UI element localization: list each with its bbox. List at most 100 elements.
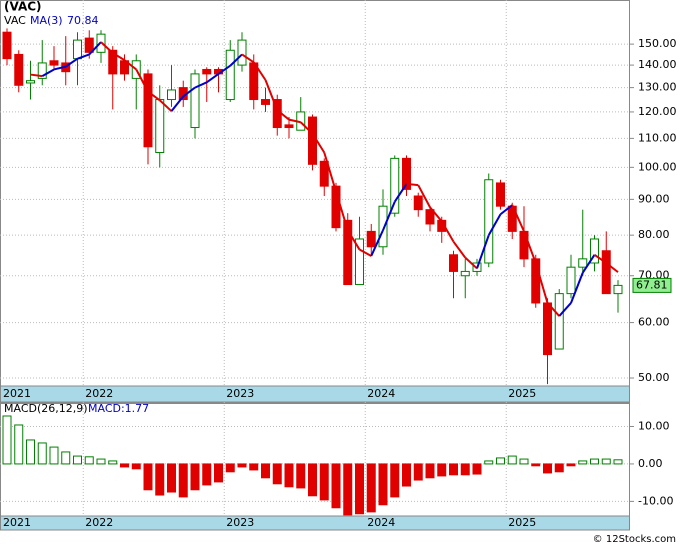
y-tick-label: 100.00 [638, 160, 677, 173]
candle-body [496, 182, 505, 207]
candle-body [355, 238, 364, 286]
ma-segment [217, 64, 231, 75]
y-tick-label: 90.00 [638, 192, 670, 205]
ma-segment [30, 73, 43, 78]
ma-segment [182, 86, 196, 98]
ma-segment [499, 204, 513, 216]
macd-bar [261, 463, 270, 479]
macd-bar [601, 458, 611, 465]
y-tick-label: 50.00 [638, 371, 670, 384]
macd-title: MACD(26,12,9) [4, 402, 88, 415]
x-tick-label: 2025 [508, 516, 536, 529]
macd-bar [390, 463, 400, 498]
candle-body [249, 62, 259, 101]
candle-body [155, 99, 165, 154]
candle-body [449, 254, 458, 272]
candle-body [519, 230, 529, 260]
macd-bar [2, 415, 12, 465]
ma-segment [511, 204, 525, 232]
ma-segment [605, 262, 619, 273]
ma-segment [112, 52, 126, 61]
macd-bar [272, 463, 282, 485]
candle-body [73, 39, 82, 60]
macd-bar [143, 463, 153, 491]
y-tick-label: 0.00 [638, 457, 663, 470]
macd-bar [178, 463, 188, 498]
candle-body [49, 60, 59, 66]
ma-segment [335, 191, 349, 231]
candle-body [425, 209, 435, 225]
macd-bar [96, 458, 106, 465]
ma-segment [229, 53, 243, 67]
ma-segment [276, 109, 290, 121]
macd-bar [472, 463, 482, 475]
ma-segment [77, 53, 90, 60]
macd-bar [496, 457, 505, 465]
y-tick-label: 130.00 [638, 81, 677, 94]
macd-bar [202, 463, 212, 486]
price-frame [0, 0, 630, 403]
candle-body [402, 157, 411, 190]
macd-bar [155, 463, 165, 496]
candle-body [190, 73, 200, 129]
candle-body [566, 266, 576, 295]
ma-segment [206, 73, 220, 84]
macd-bar [167, 463, 176, 493]
macd-bar [84, 456, 94, 465]
date-band [0, 515, 630, 531]
macd-bar [49, 446, 59, 465]
candle-body [531, 258, 541, 304]
x-tick-label: 2025 [508, 387, 536, 400]
macd-bar [566, 463, 576, 467]
y-tick-label: 110.00 [638, 131, 677, 144]
candle-body [167, 89, 176, 101]
ma-segment [241, 53, 255, 64]
candle-body [308, 116, 317, 165]
y-tick-label: 150.00 [638, 37, 677, 50]
ma-segment [41, 68, 55, 78]
macd-bar [543, 463, 552, 474]
candle-body [108, 49, 118, 75]
x-tick-label: 2022 [85, 516, 113, 529]
macd-bar [284, 463, 294, 488]
macd-bar [413, 463, 423, 481]
macd-bar [378, 463, 388, 506]
macd-bar [449, 463, 458, 476]
ma-segment [393, 183, 408, 203]
candle-body [84, 37, 94, 53]
ma-segment [323, 152, 337, 192]
candle-body [143, 73, 153, 148]
macd-bar [14, 424, 24, 465]
ma-segment [382, 201, 396, 231]
candle-body [237, 39, 247, 66]
macd-bar [425, 463, 435, 479]
ma-segment [476, 234, 490, 269]
candle-body [390, 157, 400, 214]
watermark: © 12Stocks.com [593, 534, 676, 545]
candle-body [225, 49, 235, 101]
legend-ma-value: 70.84 [67, 14, 99, 27]
ma-segment [429, 206, 443, 223]
macd-bar [37, 442, 47, 465]
ma-segment [406, 182, 419, 187]
candle-body [261, 99, 270, 105]
ma-segment [346, 229, 361, 251]
candle-body [613, 284, 623, 295]
ma-segment [88, 41, 102, 56]
x-tick-label: 2023 [226, 516, 254, 529]
candle-body [14, 53, 24, 86]
macd-bar [554, 463, 564, 473]
macd-bar [366, 463, 376, 513]
ma-segment [534, 262, 549, 304]
ma-segment [53, 65, 66, 71]
candle-body [460, 270, 470, 277]
macd-bar [507, 455, 517, 465]
macd-bar [402, 463, 411, 487]
candle-body [484, 179, 494, 264]
ma-segment [452, 241, 467, 259]
candle-body [378, 205, 388, 248]
ma-segment [194, 81, 208, 89]
candle-body [343, 219, 353, 286]
macd-bar [214, 463, 223, 483]
